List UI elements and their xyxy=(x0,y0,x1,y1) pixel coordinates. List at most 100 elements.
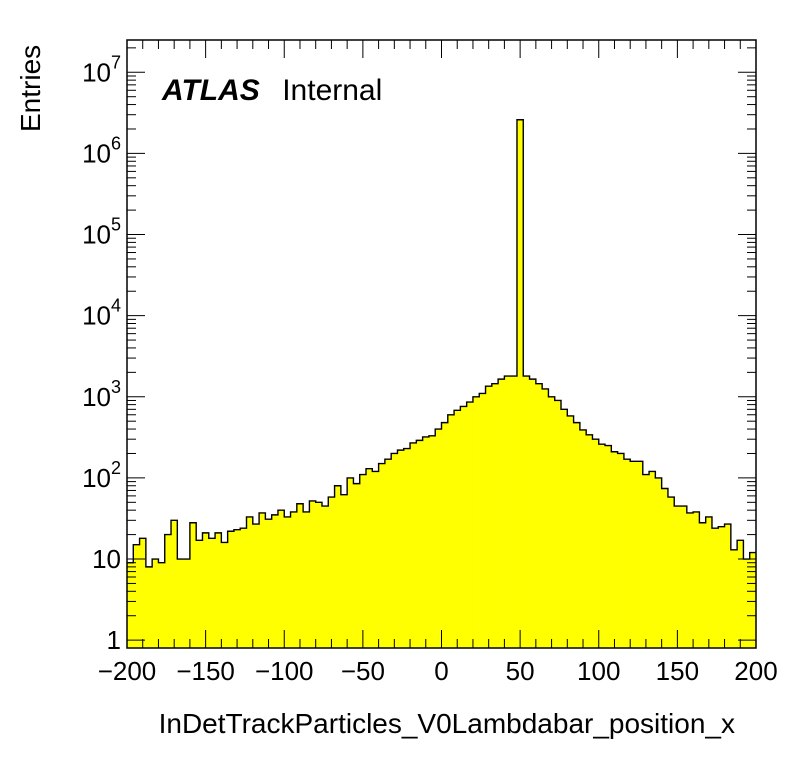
histogram-bar xyxy=(152,558,159,649)
histogram-bar xyxy=(403,448,411,649)
x-tick-label: 200 xyxy=(734,656,777,686)
y-tick-label: 10 xyxy=(92,544,121,574)
histogram-bar xyxy=(359,474,367,649)
histogram-bar xyxy=(302,511,310,649)
histogram-bar xyxy=(674,505,681,649)
histogram-bar xyxy=(252,523,260,649)
y-axis-title: Entries xyxy=(15,45,46,132)
x-tick-labels: −200 −150 −100 −50 0 50 100 150 200 xyxy=(98,656,778,686)
histogram-bar xyxy=(409,442,417,649)
histogram-bar xyxy=(535,383,543,649)
y-tick-label: 105 xyxy=(82,215,121,250)
histogram-bar xyxy=(416,440,423,649)
histogram-bar xyxy=(309,500,316,649)
histogram-bar xyxy=(189,522,197,649)
histogram-bar xyxy=(334,485,342,649)
x-tick-label: −50 xyxy=(341,656,385,686)
histogram-bar xyxy=(592,439,599,649)
histogram-bar xyxy=(183,558,191,649)
histogram-bar xyxy=(126,562,134,649)
histogram-bar xyxy=(529,378,536,649)
x-tick-label: 0 xyxy=(434,656,448,686)
histogram-bar xyxy=(541,388,549,649)
histogram-bar xyxy=(460,406,467,649)
histogram-bar xyxy=(265,519,272,649)
histogram-bar xyxy=(145,566,153,649)
histogram-bar xyxy=(586,434,593,649)
histogram-bar xyxy=(296,503,304,649)
histogram-bar xyxy=(466,401,474,649)
histogram-bar xyxy=(290,511,297,649)
histogram-bar xyxy=(510,375,518,649)
histogram-bar xyxy=(516,119,524,649)
histogram-bar xyxy=(497,378,505,649)
histogram-bar xyxy=(699,522,706,649)
histogram-bar xyxy=(642,474,650,649)
histogram-bar xyxy=(315,502,323,649)
histogram-bar xyxy=(384,459,392,649)
histogram-bar xyxy=(686,512,694,649)
x-axis-title: InDetTrackParticles_V0Lambdabar_position… xyxy=(159,708,735,739)
histogram-outline xyxy=(127,119,756,568)
histogram-bar xyxy=(208,538,216,649)
histogram-bar xyxy=(598,444,606,649)
histogram-bar xyxy=(353,483,360,649)
histogram-bar xyxy=(428,435,436,649)
histogram-bar xyxy=(705,516,713,649)
histogram-bar xyxy=(158,562,165,649)
y-tick-label: 107 xyxy=(82,52,121,87)
histogram-bar xyxy=(133,544,140,649)
atlas-label: ATLAS xyxy=(161,74,260,107)
histogram-bar xyxy=(636,461,643,649)
x-tick-label: 50 xyxy=(506,656,535,686)
histogram-bar xyxy=(718,526,725,649)
histogram-bar xyxy=(617,453,625,649)
histogram-bar xyxy=(221,542,228,649)
histogram-bar xyxy=(554,400,562,649)
histogram-bar xyxy=(196,540,203,649)
histogram-bar xyxy=(328,496,335,649)
histogram-bar xyxy=(422,436,430,649)
axis-ticks xyxy=(126,40,757,648)
y-tick-labels: 1 10 102 103 104 105 106 107 xyxy=(82,52,121,655)
histogram-bar xyxy=(453,410,461,649)
y-tick-label: 102 xyxy=(82,458,121,493)
histogram-bar xyxy=(258,512,266,649)
histogram-bar xyxy=(365,468,373,649)
x-tick-label: −200 xyxy=(98,656,157,686)
histogram-bar xyxy=(604,445,612,649)
histogram-bar xyxy=(346,477,354,649)
histogram-bar xyxy=(378,463,386,649)
histogram-bar xyxy=(170,520,178,649)
histogram-bar xyxy=(472,396,480,649)
histogram-bar xyxy=(271,514,279,649)
histogram-bar xyxy=(630,461,637,649)
histogram-bar xyxy=(397,449,404,649)
histogram-bar xyxy=(560,409,568,649)
histogram-bar xyxy=(730,549,738,649)
histogram-bar xyxy=(372,471,379,649)
histogram-bar xyxy=(579,429,587,649)
histogram-bar xyxy=(623,459,631,649)
histogram-bar xyxy=(139,538,147,649)
histogram-bar xyxy=(479,393,486,649)
y-tick-label: 103 xyxy=(82,377,121,412)
x-tick-label: 150 xyxy=(656,656,699,686)
y-tick-label: 1 xyxy=(107,625,121,655)
histogram-bar xyxy=(573,422,581,649)
histogram-bar xyxy=(661,488,669,649)
histogram-bar xyxy=(214,532,222,649)
histogram-bar xyxy=(611,451,618,649)
histogram-bar xyxy=(711,528,719,649)
histogram-bar xyxy=(284,516,291,649)
histogram-bar xyxy=(667,496,675,649)
atlas-internal-label: ATLAS Internal xyxy=(161,74,382,107)
histogram-bar xyxy=(321,505,329,649)
histogram-bar xyxy=(435,428,442,649)
histogram-bar xyxy=(246,516,253,649)
histogram-bar xyxy=(491,383,499,649)
histogram-bar xyxy=(548,396,555,649)
y-tick-label: 106 xyxy=(82,133,121,168)
histogram-bar xyxy=(391,453,398,649)
